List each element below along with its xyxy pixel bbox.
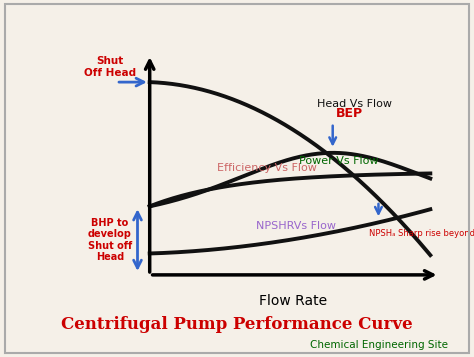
Text: BHP to
develop
Shut off
Head: BHP to develop Shut off Head [88, 218, 132, 262]
Text: Flow Rate: Flow Rate [259, 294, 327, 308]
Text: Efficiency Vs Flow: Efficiency Vs Flow [217, 163, 317, 173]
Text: Chemical Engineering Site: Chemical Engineering Site [310, 340, 448, 350]
Text: NPSHRVs Flow: NPSHRVs Flow [256, 221, 337, 231]
Text: Head Vs Flow: Head Vs Flow [318, 99, 392, 109]
Text: Centrifugal Pump Performance Curve: Centrifugal Pump Performance Curve [61, 316, 413, 333]
Text: BEP: BEP [336, 107, 363, 120]
Text: Power Vs Flow: Power Vs Flow [299, 156, 379, 166]
Text: NPSHₐ Sharp rise beyond BEP: NPSHₐ Sharp rise beyond BEP [369, 229, 474, 238]
Text: Shut
Off Head: Shut Off Head [84, 56, 136, 78]
